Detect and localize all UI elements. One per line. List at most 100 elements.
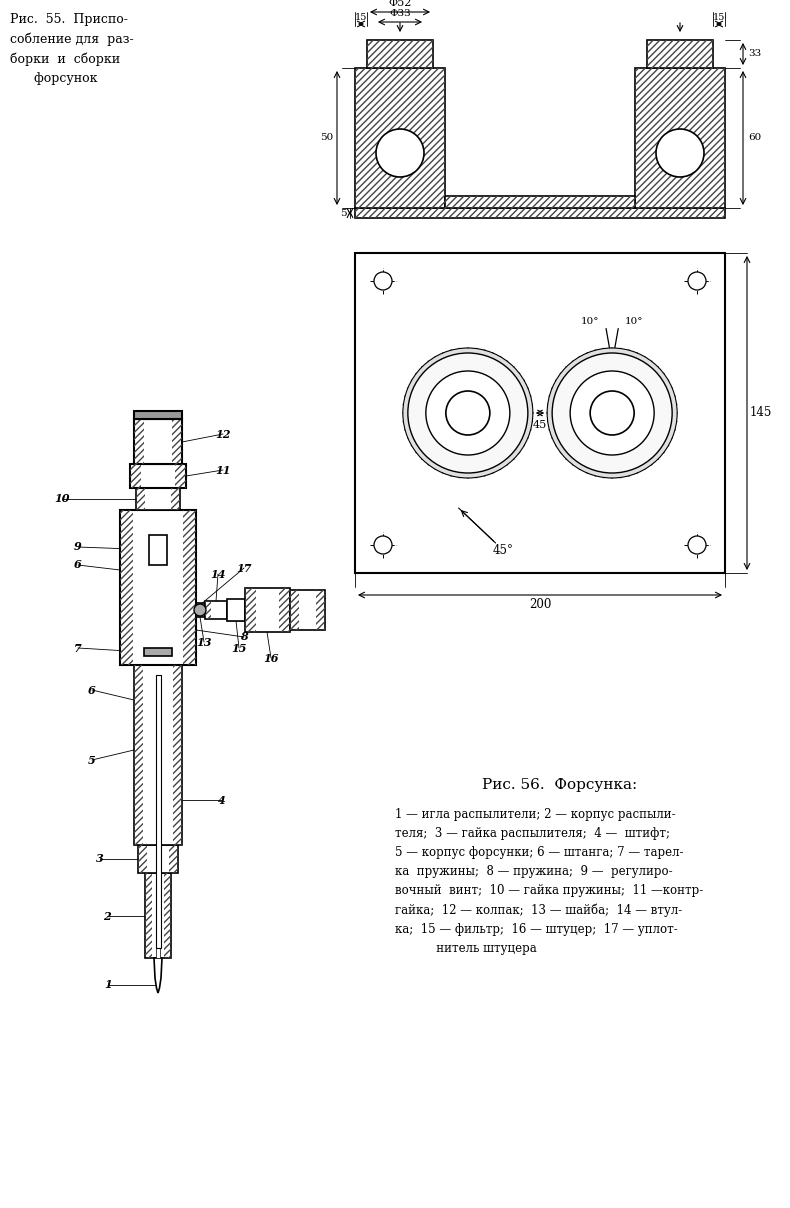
Bar bbox=[136, 488, 180, 510]
Circle shape bbox=[570, 371, 654, 455]
Text: 1 — игла распылители; 2 — корпус распыли-
теля;  3 — гайка распылителя;  4 —  шт: 1 — игла распылители; 2 — корпус распыли… bbox=[395, 808, 703, 954]
Bar bbox=[205, 602, 211, 618]
Bar bbox=[134, 664, 143, 846]
Bar bbox=[635, 68, 725, 208]
Text: 45: 45 bbox=[533, 420, 547, 430]
Circle shape bbox=[376, 129, 424, 178]
Bar bbox=[145, 873, 171, 958]
Bar bbox=[130, 464, 186, 488]
Bar bbox=[164, 873, 171, 958]
Bar bbox=[156, 675, 160, 948]
Text: 5: 5 bbox=[88, 755, 96, 766]
Circle shape bbox=[656, 129, 704, 178]
Text: Φ26: Φ26 bbox=[389, 149, 411, 157]
Text: 6: 6 bbox=[74, 559, 82, 570]
Bar bbox=[144, 647, 172, 656]
Bar bbox=[445, 196, 635, 208]
Text: 2: 2 bbox=[103, 911, 111, 922]
Circle shape bbox=[547, 348, 677, 478]
Circle shape bbox=[426, 371, 510, 455]
Bar bbox=[136, 488, 145, 510]
Bar bbox=[355, 252, 725, 573]
Text: 8: 8 bbox=[240, 632, 248, 643]
Bar bbox=[279, 588, 290, 632]
Text: 6: 6 bbox=[88, 685, 96, 696]
Bar bbox=[175, 464, 186, 488]
Text: 12: 12 bbox=[215, 429, 231, 440]
Bar bbox=[367, 40, 433, 68]
Bar bbox=[183, 510, 196, 664]
Circle shape bbox=[374, 536, 392, 554]
Text: 9: 9 bbox=[74, 541, 82, 552]
Text: 15: 15 bbox=[355, 13, 367, 23]
Bar bbox=[227, 599, 245, 621]
Circle shape bbox=[403, 348, 532, 478]
Bar bbox=[647, 40, 713, 68]
Text: 15: 15 bbox=[231, 643, 246, 654]
Bar bbox=[647, 40, 713, 68]
Text: 145: 145 bbox=[750, 407, 772, 419]
Bar bbox=[134, 419, 144, 464]
Text: 33: 33 bbox=[748, 50, 762, 58]
Bar bbox=[635, 68, 725, 208]
Bar bbox=[196, 603, 205, 617]
Circle shape bbox=[374, 272, 392, 290]
Circle shape bbox=[194, 604, 206, 616]
Circle shape bbox=[688, 272, 706, 290]
Text: 16: 16 bbox=[263, 652, 279, 663]
Circle shape bbox=[552, 353, 672, 474]
Bar bbox=[355, 68, 445, 208]
Text: 1: 1 bbox=[104, 980, 112, 991]
Bar bbox=[245, 588, 290, 632]
Circle shape bbox=[408, 353, 528, 474]
Bar bbox=[134, 664, 182, 846]
Bar bbox=[138, 846, 178, 873]
Text: Φ52: Φ52 bbox=[389, 0, 412, 8]
Text: 60: 60 bbox=[748, 134, 762, 143]
Text: Рис.  55.  Приспо-
собление для  раз-
борки  и  сборки
      форсунок: Рис. 55. Приспо- собление для раз- борки… bbox=[10, 13, 134, 85]
Circle shape bbox=[688, 536, 706, 554]
Text: 50: 50 bbox=[321, 134, 333, 143]
Bar bbox=[316, 590, 325, 631]
Text: Рис. 56.  Форсунка:: Рис. 56. Форсунка: bbox=[483, 778, 638, 792]
Text: Φ33: Φ33 bbox=[389, 10, 411, 18]
Bar bbox=[156, 883, 160, 958]
Bar bbox=[120, 510, 133, 664]
Bar bbox=[120, 510, 196, 664]
Text: 10: 10 bbox=[55, 494, 70, 505]
Bar bbox=[355, 208, 725, 217]
Text: 10°: 10° bbox=[581, 316, 600, 325]
Bar bbox=[355, 208, 725, 217]
Text: 4: 4 bbox=[218, 795, 226, 806]
Bar bbox=[367, 40, 433, 68]
Text: 200: 200 bbox=[529, 598, 551, 610]
Text: 17: 17 bbox=[236, 563, 252, 574]
Bar bbox=[355, 68, 445, 208]
Bar bbox=[172, 419, 182, 464]
Text: 14: 14 bbox=[210, 569, 226, 580]
Bar bbox=[130, 464, 141, 488]
Bar bbox=[205, 602, 227, 618]
Text: 13: 13 bbox=[196, 637, 212, 647]
Polygon shape bbox=[154, 958, 162, 993]
Text: 7: 7 bbox=[74, 643, 82, 654]
Bar bbox=[245, 588, 256, 632]
Bar bbox=[171, 488, 180, 510]
Text: 15: 15 bbox=[713, 13, 725, 23]
Bar bbox=[145, 873, 152, 958]
Bar bbox=[445, 196, 635, 208]
Text: 11: 11 bbox=[215, 465, 231, 476]
Text: Φ30: Φ30 bbox=[669, 149, 691, 157]
Text: 3: 3 bbox=[96, 854, 103, 865]
Bar bbox=[169, 846, 178, 873]
Bar bbox=[134, 411, 182, 419]
Circle shape bbox=[446, 391, 490, 435]
Bar bbox=[138, 846, 147, 873]
Text: 5: 5 bbox=[340, 209, 347, 217]
Bar bbox=[290, 590, 299, 631]
Bar bbox=[290, 590, 325, 631]
Circle shape bbox=[590, 391, 634, 435]
Bar bbox=[134, 419, 182, 464]
Text: 45°: 45° bbox=[492, 545, 514, 558]
Text: 10°: 10° bbox=[625, 316, 643, 325]
